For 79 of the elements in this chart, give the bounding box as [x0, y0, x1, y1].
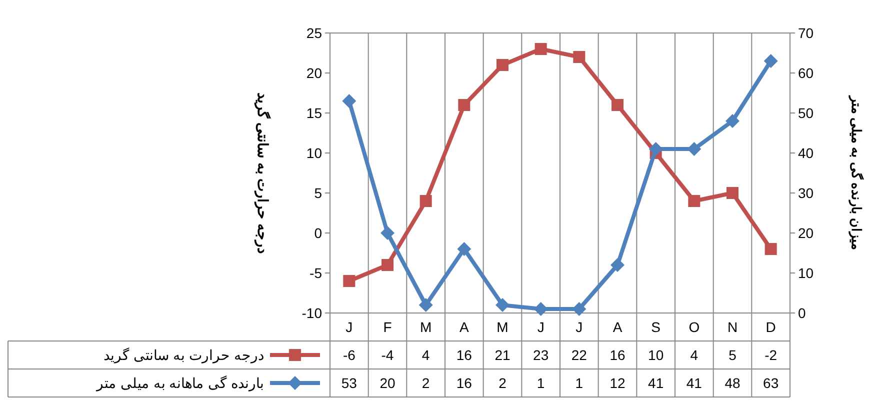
point — [458, 99, 470, 111]
x-tick-label: M — [420, 319, 432, 335]
data-label: 41 — [648, 375, 664, 391]
data-label: 53 — [341, 375, 358, 391]
x-tick-label: O — [688, 319, 700, 335]
data-label: 1 — [536, 375, 545, 391]
x-tick-label: J — [537, 319, 544, 335]
y-tick-label: 25 — [306, 25, 322, 41]
point — [764, 243, 777, 255]
data-label: 4 — [690, 347, 698, 363]
data-label: 5 — [728, 347, 737, 363]
data-label: 22 — [571, 347, 588, 363]
point — [343, 275, 356, 287]
point — [648, 142, 663, 156]
data-label: 20 — [380, 375, 396, 391]
data-label: 16 — [456, 347, 472, 363]
y2-tick-label: 40 — [798, 145, 814, 161]
point — [610, 258, 624, 272]
y2-tick-label: 70 — [798, 25, 814, 41]
data-label: 2 — [422, 375, 430, 391]
data-label: 41 — [686, 375, 702, 391]
y-axis-title: درجه حرارت به سانتی گرید — [254, 92, 271, 254]
y2-tick-label: 60 — [798, 65, 814, 81]
point — [572, 302, 586, 316]
point — [534, 43, 547, 55]
data-label: 12 — [610, 375, 626, 391]
x-tick-label: J — [576, 319, 583, 335]
point — [380, 226, 394, 240]
y-tick-label: -5 — [310, 265, 322, 281]
point — [764, 54, 778, 68]
x-tick-label: F — [383, 319, 392, 335]
y2-tick-label: 20 — [798, 225, 814, 241]
y-tick-label: 5 — [314, 185, 322, 201]
data-label: 21 — [494, 347, 510, 363]
data-label: 16 — [456, 375, 472, 391]
y2-tick-label: 30 — [798, 185, 814, 201]
y2-tick-label: 0 — [798, 305, 806, 321]
data-label: 2 — [498, 375, 507, 391]
data-label: -2 — [764, 347, 778, 363]
x-tick-label: M — [496, 319, 508, 335]
point — [382, 259, 394, 271]
point — [726, 114, 740, 128]
point — [612, 99, 624, 111]
data-label: 4 — [422, 347, 430, 363]
y2-tick-label: 50 — [798, 105, 814, 121]
data-label: 10 — [648, 347, 664, 363]
point — [342, 94, 356, 108]
y2-axis-title: میزان بارنده گی به میلی متر — [848, 94, 865, 250]
x-tick-label: D — [766, 319, 776, 335]
y2-tick-label: 10 — [798, 265, 814, 281]
point — [573, 51, 586, 63]
x-tick-label: N — [727, 319, 738, 335]
x-tick-label: J — [346, 319, 353, 335]
y-tick-label: 10 — [306, 145, 322, 161]
data-label: -4 — [381, 347, 394, 363]
data-label: 63 — [763, 375, 779, 391]
data-label: -6 — [342, 347, 356, 363]
point — [496, 298, 510, 312]
point — [457, 242, 472, 256]
point — [420, 195, 432, 207]
point — [726, 187, 738, 199]
y-tick-label: -10 — [302, 305, 322, 321]
x-tick-label: A — [612, 319, 623, 335]
data-label: 16 — [610, 347, 626, 363]
x-tick-label: S — [651, 319, 661, 335]
point — [534, 302, 548, 316]
legend-label: درجه حرارت به سانتی گرید — [103, 347, 264, 364]
point — [688, 195, 700, 207]
point — [496, 59, 508, 71]
y-tick-label: 20 — [306, 65, 322, 81]
data-label: 23 — [533, 347, 549, 363]
y-tick-label: 15 — [306, 105, 322, 121]
point — [687, 142, 702, 156]
x-tick-label: A — [459, 319, 470, 335]
data-label: 48 — [724, 375, 740, 391]
data-label: 1 — [575, 375, 584, 391]
y-tick-label: 0 — [314, 225, 322, 241]
point — [418, 298, 433, 312]
legend-label: بارنده گی ماهانه به میلی متر — [96, 375, 264, 392]
